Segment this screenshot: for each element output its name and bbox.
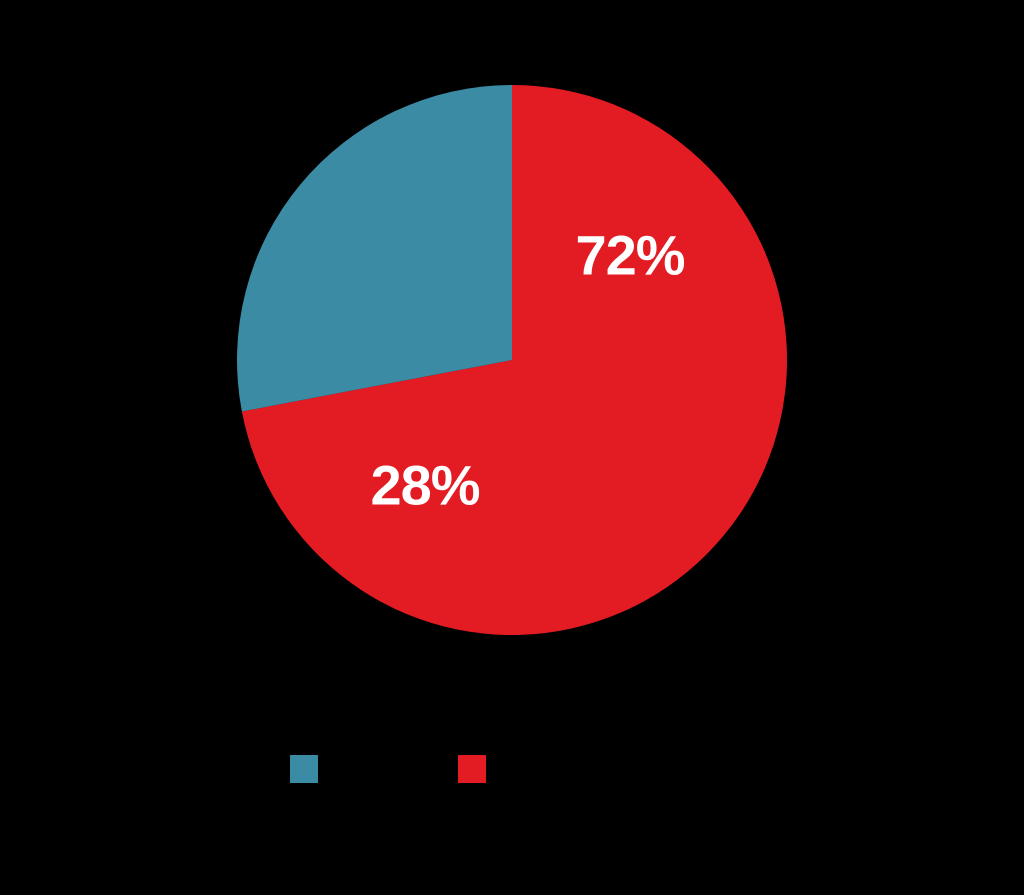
legend-item (458, 755, 486, 783)
legend-swatch (290, 755, 318, 783)
pie-chart-container: 72% 28% (0, 0, 1024, 895)
legend-item (290, 755, 318, 783)
pie-slice-label: 72% (575, 223, 684, 288)
legend (290, 755, 486, 783)
legend-swatch (458, 755, 486, 783)
pie-chart-svg (0, 0, 1024, 895)
pie-slice-slice-b (237, 85, 512, 412)
pie-slice-label: 28% (370, 453, 479, 518)
